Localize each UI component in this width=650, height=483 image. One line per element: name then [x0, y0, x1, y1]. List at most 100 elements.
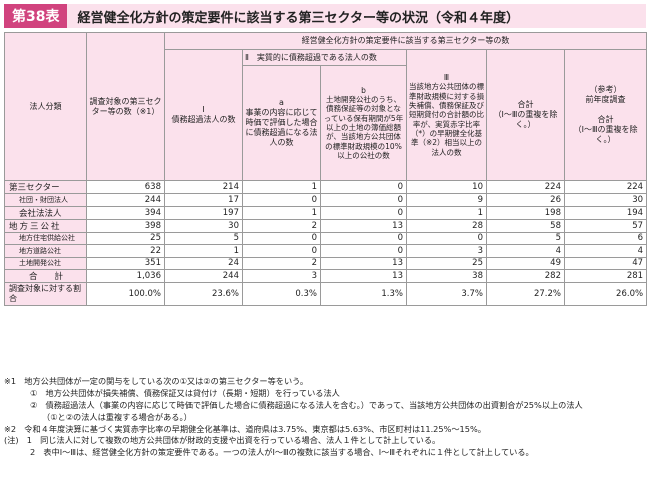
row-label: 地方道路公社: [4, 244, 87, 258]
cell-a: 0: [242, 193, 321, 207]
header-category: 法人分類: [4, 32, 87, 181]
cell-b: 0: [320, 231, 407, 245]
cell-i: 24: [164, 256, 243, 270]
cell-survey: 394: [86, 205, 165, 220]
header-group-ii: Ⅱ 実質的に債務超過である法人の数: [242, 49, 407, 66]
cell-survey: 244: [86, 193, 165, 207]
cell-i: 5: [164, 231, 243, 245]
cell-iii: 3: [406, 244, 487, 258]
row-label: 地方三公社: [4, 218, 87, 233]
header-debt-excess: Ⅰ 債務超過法人の数: [164, 49, 243, 181]
header-survey-count: 調査対象の第三セクター等の数（※1）: [86, 32, 165, 181]
cell-b: 13: [320, 256, 407, 270]
table-row: 会社法法人 394 197 1 0 1 198 194: [4, 205, 648, 220]
table-row-ratio: 調査対象に対する割合 100.0% 23.6% 0.3% 1.3% 3.7% 2…: [4, 282, 648, 306]
table-row: 第三セクター 638 214 1 0 10 224 224: [4, 180, 648, 194]
cell-prev: 57: [563, 218, 648, 233]
cell-b: 0: [320, 193, 407, 207]
row-label: 地方住宅供給公社: [4, 231, 87, 245]
footnotes: ※1 地方公共団体が一定の関与をしている次の①又は②の第三セクター等をいう。 ①…: [4, 376, 646, 459]
footnote-2: ※2 令和４年度決算に基づく実質赤字比率の早期健全化基準は、道府県は3.75%、…: [4, 423, 486, 434]
cell-a: 3: [242, 269, 321, 283]
cell-a: 1: [242, 205, 321, 220]
row-label: 合 計: [4, 269, 87, 283]
header-ii-b: b 土地開発公社のうち、債務保証等の対象となっている保有期間が5年以上の土地の簿…: [320, 65, 407, 181]
cell-iii: 3.7%: [406, 282, 487, 306]
cell-prev: 26.0%: [563, 282, 648, 306]
cell-total: 27.2%: [486, 282, 565, 306]
table-number-badge: 第38表: [4, 4, 68, 28]
row-label: 会社法法人: [4, 205, 87, 220]
cell-iii: 28: [406, 218, 487, 233]
status-table: 法人分類 調査対象の第三セクター等の数（※1） 経営健全化方針の策定要件に該当す…: [4, 32, 648, 306]
cell-iii: 0: [406, 231, 487, 245]
cell-a: 2: [242, 218, 321, 233]
cell-survey: 25: [86, 231, 165, 245]
cell-iii: 38: [406, 269, 487, 283]
table-row: 地方住宅供給公社 25 5 0 0 0 5 6: [4, 231, 648, 245]
cell-i: 244: [164, 269, 243, 283]
cell-total: 224: [486, 180, 565, 194]
cell-a: 0.3%: [242, 282, 321, 306]
cell-prev: 281: [563, 269, 648, 283]
cell-b: 0: [320, 205, 407, 220]
cell-a: 0: [242, 244, 321, 258]
cell-prev: 47: [563, 256, 648, 270]
table-row: 土地開発公社 351 24 2 13 25 49 47: [4, 256, 648, 270]
cell-total: 58: [486, 218, 565, 233]
cell-prev: 4: [563, 244, 648, 258]
cell-iii: 9: [406, 193, 487, 207]
header-ii-a: a 事業の内容に応じて時価で評価した場合に債務超過になる法人の数: [242, 65, 321, 181]
cell-i: 17: [164, 193, 243, 207]
cell-i: 197: [164, 205, 243, 220]
cell-total: 26: [486, 193, 565, 207]
cell-total: 198: [486, 205, 565, 220]
cell-b: 1.3%: [320, 282, 407, 306]
cell-a: 2: [242, 256, 321, 270]
header-iii: Ⅲ 当該地方公共団体の標準財政規模に対する損失補償、債務保証及び短期貸付の合計額…: [406, 49, 487, 181]
cell-total: 5: [486, 231, 565, 245]
cell-a: 1: [242, 180, 321, 194]
cell-total: 4: [486, 244, 565, 258]
row-label: 調査対象に対する割合: [4, 282, 87, 306]
cell-i: 1: [164, 244, 243, 258]
cell-iii: 10: [406, 180, 487, 194]
cell-i: 214: [164, 180, 243, 194]
header-previous-year: （参考） 前年度調査 合計 （Ⅰ～Ⅲの重複を除く。）: [563, 49, 648, 181]
note-1: (注) 1 同じ法人に対して複数の地方公共団体が財政的支援や出資を行っている場合…: [4, 435, 441, 446]
row-label: 第三セクター: [4, 180, 87, 194]
cell-survey: 398: [86, 218, 165, 233]
cell-i: 23.6%: [164, 282, 243, 306]
table-title: 経営健全化方針の策定要件に該当する第三セクター等の状況（令和４年度）: [67, 4, 646, 28]
footnote-1-item-2: ② 債務超過法人（事業の内容に応じて時価で評価した場合に債務超過になる法人を含む…: [30, 399, 583, 410]
cell-iii: 25: [406, 256, 487, 270]
cell-survey: 1,036: [86, 269, 165, 283]
footnote-1-item-1: ① 地方公共団体が損失補償、債務保証又は貸付け（長期・短期）を行っている法人: [30, 387, 340, 398]
cell-prev: 30: [563, 193, 648, 207]
cell-i: 30: [164, 218, 243, 233]
footnote-1: ※1 地方公共団体が一定の関与をしている次の①又は②の第三セクター等をいう。: [4, 376, 309, 386]
header-group-main: 経営健全化方針の策定要件に該当する第三セクター等の数: [163, 32, 648, 50]
cell-iii: 1: [406, 205, 487, 220]
cell-survey: 100.0%: [86, 282, 165, 306]
cell-survey: 22: [86, 244, 165, 258]
cell-survey: 638: [86, 180, 165, 194]
row-label: 土地開発公社: [4, 256, 87, 270]
cell-b: 13: [320, 269, 407, 283]
cell-a: 0: [242, 231, 321, 245]
cell-b: 13: [320, 218, 407, 233]
cell-survey: 351: [86, 256, 165, 270]
cell-b: 0: [320, 180, 407, 194]
table-row: 地方道路公社 22 1 0 0 3 4 4: [4, 244, 648, 258]
cell-total: 282: [486, 269, 565, 283]
cell-prev: 224: [563, 180, 648, 194]
cell-prev: 6: [563, 231, 648, 245]
row-label: 社団・財団法人: [4, 193, 87, 207]
table-row-total: 合 計 1,036 244 3 13 38 282 281: [4, 269, 648, 283]
cell-b: 0: [320, 244, 407, 258]
table-header: 第38表 経営健全化方針の策定要件に該当する第三セクター等の状況（令和４年度）: [4, 4, 646, 28]
table-row: 地方三公社 398 30 2 13 28 58 57: [4, 218, 648, 233]
cell-prev: 194: [563, 205, 648, 220]
note-2: 2 表中Ⅰ～Ⅲは、経営健全化方針の策定要件である。一つの法人がⅠ～Ⅲの複数に該当…: [30, 447, 534, 458]
footnote-1-remark: （①と②の法人は重複する場合がある。）: [42, 411, 192, 422]
